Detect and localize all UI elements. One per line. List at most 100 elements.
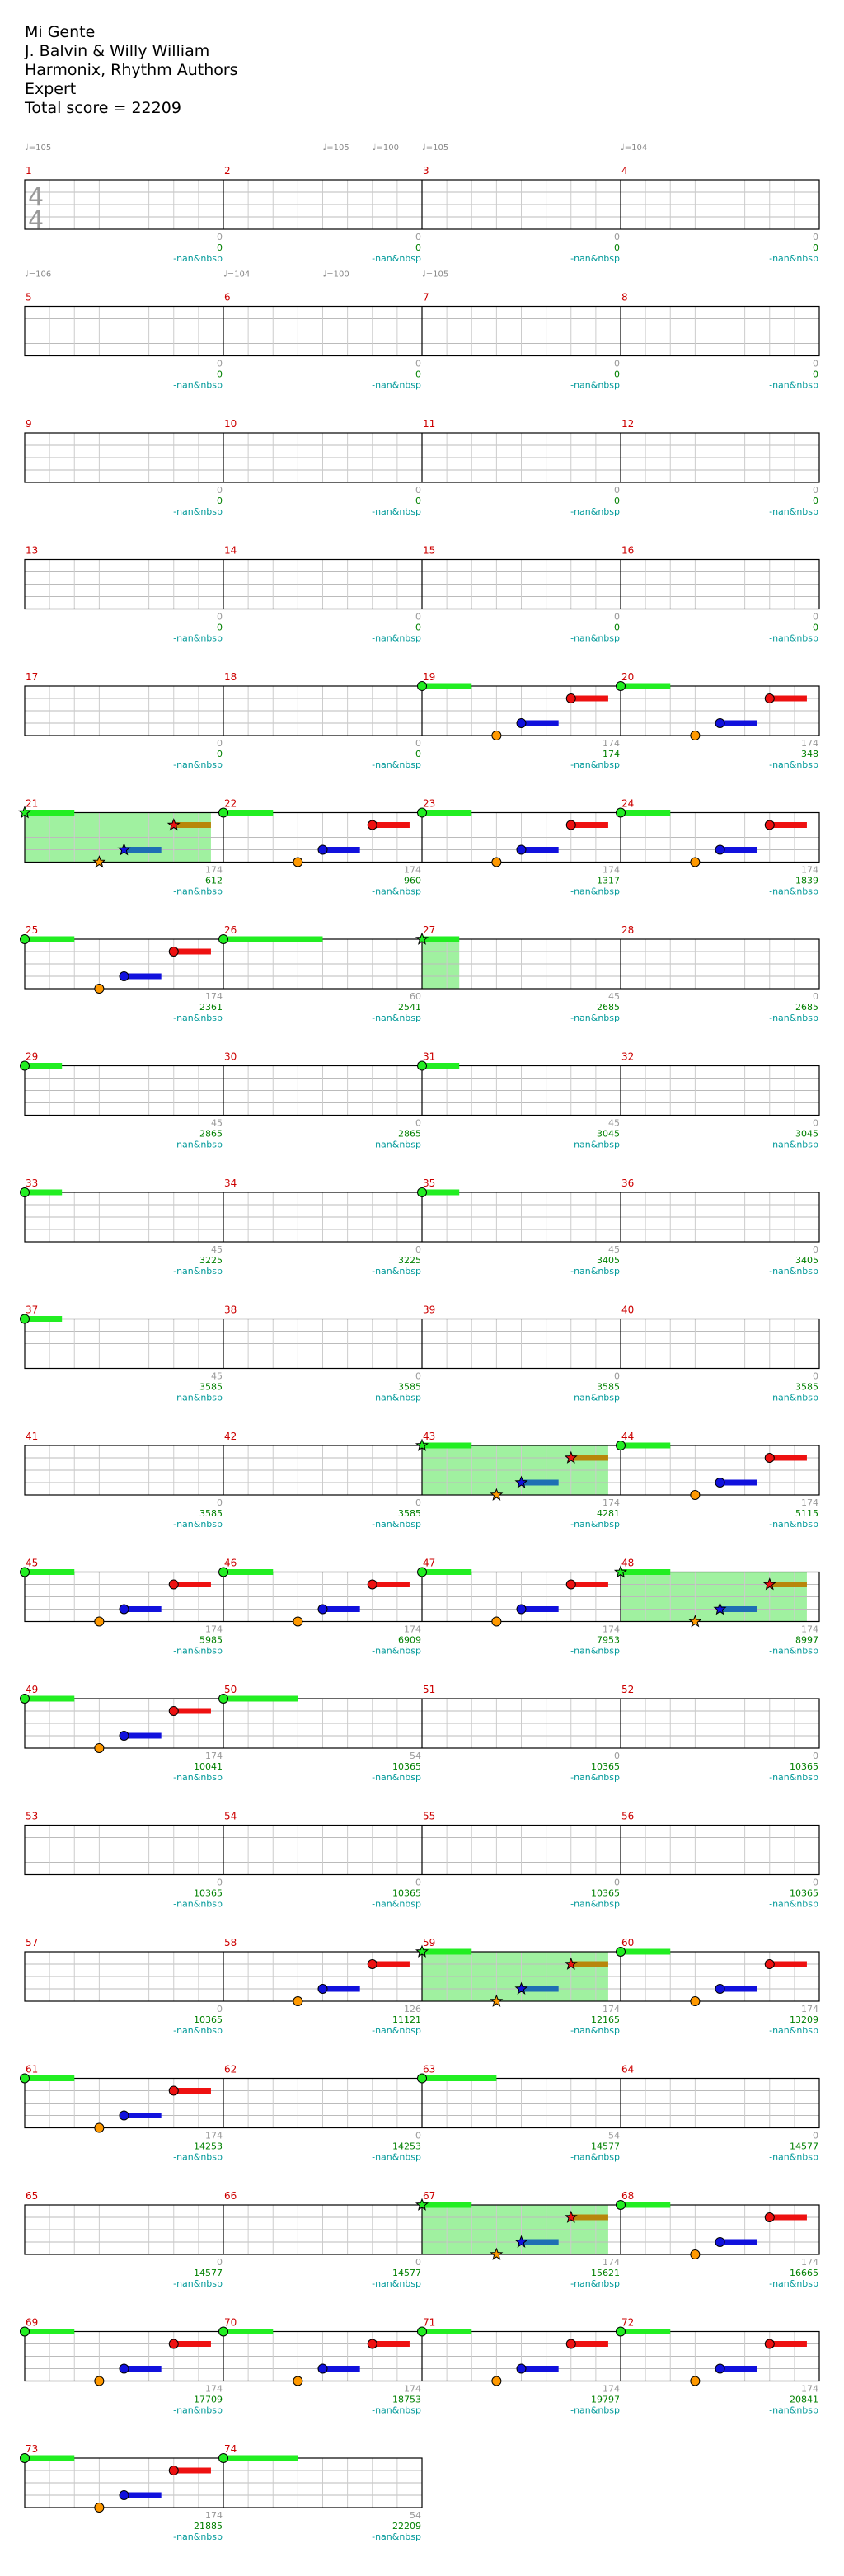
- measure-points: 0: [415, 359, 421, 369]
- multiplier-label: -nan&nbsp: [570, 2152, 620, 2163]
- note-sustain: [25, 936, 75, 942]
- multiplier-label: -nan&nbsp: [570, 633, 620, 644]
- measure-points: 45: [211, 1118, 223, 1129]
- measure-number: 33: [26, 1178, 38, 1189]
- measure-number: 38: [224, 1304, 237, 1316]
- song-charter: Harmonix, Rhythm Authors: [25, 61, 238, 79]
- note-head: [94, 1616, 105, 1627]
- multiplier-label: -nan&nbsp: [570, 1646, 620, 1657]
- cumulative-score: 0: [813, 242, 818, 253]
- measure-points: 54: [608, 2131, 620, 2141]
- multiplier-label: -nan&nbsp: [173, 1646, 223, 1657]
- note-sustain: [621, 1569, 671, 1575]
- note-sustain: [422, 1948, 472, 1955]
- multiplier-label: -nan&nbsp: [769, 506, 818, 517]
- measure-number: 36: [621, 1178, 634, 1189]
- measure-number: 47: [423, 1558, 435, 1569]
- note-sustain: [372, 1961, 410, 1967]
- measure-points: 0: [614, 1751, 620, 1761]
- cumulative-score: 0: [813, 496, 818, 506]
- cumulative-score: 0: [614, 242, 620, 253]
- note-head: [317, 2363, 328, 2374]
- note-head: [690, 2376, 701, 2386]
- multiplier-label: -nan&nbsp: [173, 2152, 223, 2163]
- measure-number: 6: [224, 292, 231, 303]
- cumulative-score: 14577: [194, 2268, 223, 2278]
- cumulative-score: 10365: [392, 1888, 421, 1899]
- note-head: [218, 807, 228, 818]
- measure-number: 68: [621, 2190, 634, 2202]
- measure-points: 174: [404, 1624, 421, 1635]
- measure-number: 23: [423, 798, 435, 810]
- cumulative-score: 3585: [398, 1382, 421, 1393]
- note-head: [119, 1731, 129, 1741]
- measure-points: 0: [415, 2131, 421, 2141]
- cumulative-score: 0: [813, 623, 818, 633]
- note-head: [417, 1567, 427, 1577]
- measure-points: 0: [813, 2131, 818, 2141]
- multiplier-label: -nan&nbsp: [173, 2278, 223, 2289]
- measure-number: 45: [26, 1558, 38, 1569]
- note-head: [367, 1579, 377, 1590]
- measure-points: 174: [603, 2004, 620, 2014]
- measure-number: 2: [224, 165, 231, 176]
- cumulative-score: 11121: [392, 2014, 421, 2025]
- multiplier-label: -nan&nbsp: [769, 1140, 818, 1150]
- note-sustain: [621, 2329, 671, 2334]
- cumulative-score: 8997: [795, 1635, 818, 1646]
- multiplier-label: -nan&nbsp: [570, 1899, 620, 1910]
- note-sustain: [720, 1479, 757, 1486]
- cumulative-score: 19797: [591, 2395, 620, 2405]
- multiplier-label: -nan&nbsp: [173, 1140, 223, 1150]
- cumulative-score: 3405: [597, 1255, 620, 1266]
- multiplier-label: -nan&nbsp: [173, 2531, 223, 2542]
- measure-points: 174: [603, 2384, 620, 2395]
- star-note: [514, 2235, 528, 2248]
- multiplier-label: -nan&nbsp: [173, 2405, 223, 2416]
- cumulative-score: 3585: [795, 1382, 818, 1393]
- cumulative-score: 14577: [392, 2268, 421, 2278]
- multiplier-label: -nan&nbsp: [570, 380, 620, 391]
- note-head: [516, 844, 527, 855]
- note-sustain: [521, 1479, 559, 1486]
- measure-points: 174: [801, 738, 818, 749]
- cumulative-score: 12165: [591, 2014, 620, 2025]
- multiplier-label: -nan&nbsp: [173, 1772, 223, 1783]
- note-head: [20, 1314, 30, 1324]
- cumulative-score: 18753: [392, 2395, 421, 2405]
- measure-number: 16: [621, 545, 634, 557]
- multiplier-label: -nan&nbsp: [372, 253, 421, 264]
- note-sustain: [223, 2329, 274, 2334]
- note-sustain: [720, 2366, 757, 2372]
- multiplier-label: -nan&nbsp: [372, 2531, 421, 2542]
- cumulative-score: 0: [415, 749, 421, 759]
- note-sustain: [173, 1582, 211, 1587]
- cumulative-score: 6909: [398, 1635, 421, 1646]
- note-sustain: [124, 1732, 162, 1739]
- measure-points: 0: [813, 1118, 818, 1129]
- measure-number: 3: [423, 165, 429, 176]
- note-head: [218, 1567, 228, 1577]
- measure-points: 174: [603, 865, 620, 876]
- measure-points: 54: [410, 2510, 421, 2521]
- measure-points: 0: [415, 1244, 421, 1255]
- note-head: [94, 1743, 105, 1753]
- measure-number: 32: [621, 1051, 634, 1063]
- tempo-mark: ♩=104: [621, 143, 647, 153]
- multiplier-label: -nan&nbsp: [769, 1266, 818, 1276]
- measure-points: 45: [608, 991, 620, 1002]
- multiplier-label: -nan&nbsp: [372, 380, 421, 391]
- multiplier-label: -nan&nbsp: [372, 1013, 421, 1023]
- multiplier-label: -nan&nbsp: [372, 2278, 421, 2289]
- note-sustain: [223, 1695, 298, 1702]
- note-sustain: [422, 683, 472, 689]
- note-head: [616, 2200, 626, 2210]
- star-note: [415, 2198, 429, 2211]
- measure-number: 65: [26, 2190, 38, 2202]
- measure-points: 174: [603, 1497, 620, 1508]
- cumulative-score: 10365: [194, 1888, 223, 1899]
- measure-points: 174: [603, 1624, 620, 1635]
- measure-points: 126: [404, 2004, 421, 2014]
- note-sustain: [322, 847, 360, 853]
